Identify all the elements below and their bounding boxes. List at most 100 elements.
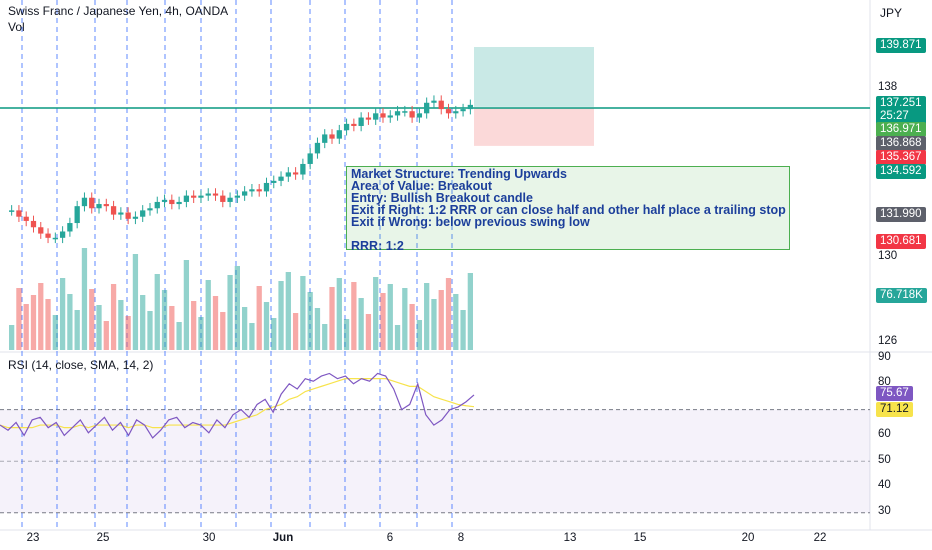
candle-body — [467, 104, 473, 110]
volume-bar — [314, 308, 321, 350]
note-line-1: Market Structure: Trending Upwards — [351, 167, 568, 181]
candle-body — [176, 201, 182, 205]
candle-body — [416, 113, 423, 118]
candle-body — [205, 193, 211, 196]
volume-bar — [169, 306, 175, 350]
currency-label: JPY — [880, 6, 903, 20]
volume-bar — [234, 266, 240, 350]
candle-body — [9, 210, 15, 212]
x-tick-6: 6 — [386, 532, 394, 544]
volume-bar — [227, 275, 233, 350]
rsi-tick-40: 40 — [878, 479, 891, 491]
volume-bar — [402, 288, 408, 350]
trade-plan-note[interactable]: Market Structure: Trending Upwards Area … — [346, 166, 790, 253]
target-price-tag: 139.871 — [876, 38, 926, 53]
candle-body — [110, 206, 117, 215]
candle-body — [409, 111, 415, 118]
volume-bar — [263, 302, 270, 350]
volume-bar — [307, 292, 313, 350]
candle-body — [351, 123, 357, 126]
rsi-tick-30: 30 — [878, 505, 891, 517]
candle-body — [300, 163, 306, 175]
candle-body — [23, 216, 29, 221]
candle-body — [263, 182, 270, 192]
volume-bar — [300, 276, 306, 350]
candle-body — [140, 210, 146, 217]
candle-body — [322, 134, 328, 143]
volume-bar — [81, 248, 88, 350]
volume-bar — [205, 280, 211, 350]
x-tick-8: 8 — [457, 532, 465, 544]
candle-body — [445, 109, 452, 114]
volume-bar — [351, 282, 357, 350]
volume-bar — [212, 296, 219, 350]
rsi-value-tag: 75.67 — [876, 386, 913, 401]
volume-bar — [125, 316, 131, 350]
candle-body — [234, 195, 240, 198]
candle-body — [285, 172, 291, 177]
x-tick-25: 25 — [96, 532, 110, 544]
candle-body — [278, 176, 284, 181]
volume-bar — [387, 284, 393, 350]
candle-body — [59, 231, 66, 238]
candle-body — [242, 191, 248, 196]
rsi-tick-50: 50 — [878, 454, 891, 466]
rsi-tick-90: 90 — [878, 351, 891, 363]
note-line-5: Exit if Wrong: below previous swing low — [351, 215, 590, 229]
volume-bar — [67, 294, 73, 350]
candle-body — [38, 227, 44, 234]
candle-body — [67, 223, 73, 232]
volume-bar — [110, 284, 117, 350]
rsi-sma-tag: 71.12 — [876, 402, 913, 417]
rsi-tick-60: 60 — [878, 428, 891, 440]
volume-bar — [467, 273, 473, 350]
note-line-2: Area of Value: Breakout — [351, 179, 493, 193]
volume-bar — [140, 295, 146, 350]
volume-bar — [30, 295, 37, 350]
volume-bar — [343, 319, 350, 350]
candle-body — [431, 100, 437, 103]
rsi-legend[interactable]: RSI (14, close, SMA, 14, 2) — [8, 358, 154, 372]
volume-bar — [416, 320, 423, 350]
volume-bar — [278, 281, 284, 350]
candle-body — [271, 180, 277, 183]
candle-body — [30, 220, 37, 228]
level-price-tag: 136.971 — [876, 122, 926, 137]
candle-body — [358, 117, 364, 126]
candle-body — [387, 115, 393, 118]
volume-bar — [336, 278, 342, 350]
candle-body — [365, 117, 372, 120]
volume-bar — [424, 283, 430, 350]
volume-bar — [103, 321, 109, 350]
volume-bar — [52, 315, 58, 350]
volume-bar — [256, 286, 262, 350]
current-price-tag: 137.251 25:27 — [876, 96, 926, 125]
volume-bar — [438, 290, 444, 350]
note-rrr: RRR: 1:2 — [351, 239, 404, 253]
x-tick-20: 20 — [741, 532, 755, 544]
volume-bar — [38, 283, 44, 350]
candle-countdown: 25:27 — [880, 110, 909, 122]
candle-body — [191, 195, 197, 198]
candle-body — [125, 212, 131, 219]
x-tick-jun: Jun — [272, 532, 294, 544]
candle-body — [402, 111, 408, 113]
volume-bar — [271, 318, 277, 350]
note-line-4: Exit if Right: 1:2 RRR or can close half… — [351, 203, 786, 217]
candle-body — [16, 210, 22, 217]
volume-bar — [183, 260, 190, 350]
candle-body — [453, 111, 459, 114]
candle-body — [460, 109, 466, 112]
candle-body — [132, 216, 139, 219]
stop-price-tag: 135.367 — [876, 150, 926, 165]
note-gap — [351, 228, 785, 240]
volume-tag: 76.718K — [876, 288, 927, 303]
volume-bar — [380, 293, 386, 350]
volume-legend[interactable]: Vol — [8, 20, 25, 34]
candle-body — [52, 237, 58, 240]
candle-body — [154, 201, 160, 209]
chart-title[interactable]: Swiss Franc / Japanese Yen, 4h, OANDA — [8, 4, 229, 18]
volume-bar — [74, 310, 80, 350]
